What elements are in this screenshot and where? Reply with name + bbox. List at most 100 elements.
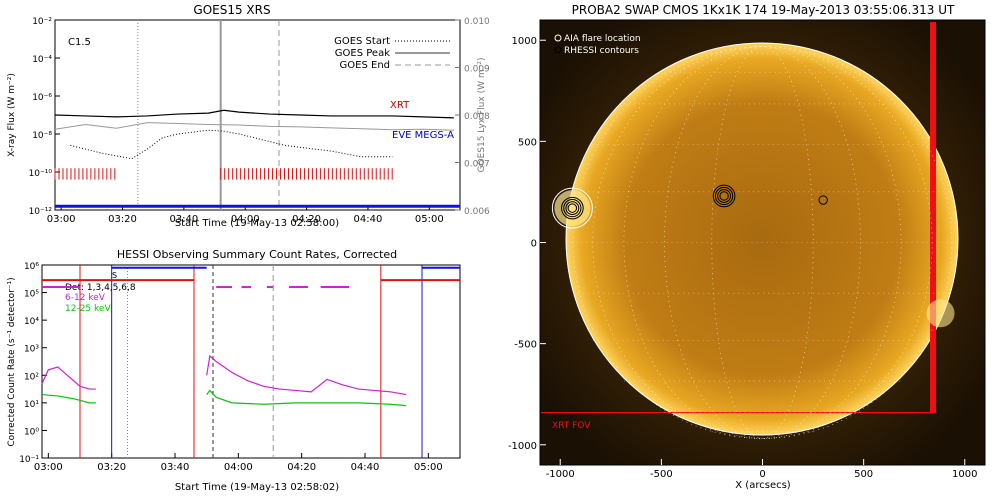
goes-xrs-panel: GOES15 XRS C1.5 GOES Start GOES Peak GOE… xyxy=(7,3,490,229)
goes-ylabel-right: GOES15 Lyx Flux (W m⁻²) xyxy=(477,58,487,173)
rhessi-contour xyxy=(561,196,584,220)
longitude-grid xyxy=(711,46,814,439)
hessi-legend-12-25: 12-25 keV xyxy=(65,304,111,314)
goes-ytick-right-label: 0.009 xyxy=(464,65,490,75)
hessi-ytick-label: 10⁰ xyxy=(24,427,39,437)
goes-plot-frame xyxy=(54,19,461,211)
legend-rhessi-marker xyxy=(554,46,562,54)
swap-xtick-label: 500 xyxy=(854,469,873,480)
goes-xtick-label: 03:00 xyxy=(47,214,76,225)
hessi-plot-frame xyxy=(41,264,461,459)
longitude-grid xyxy=(664,46,861,439)
hessi-series-line-6-12 xyxy=(41,366,96,390)
hessi-xtick-label: 04:40 xyxy=(351,462,380,473)
goes-ytick-right-label: 0.010 xyxy=(464,17,490,27)
swap-xtick-label: 1000 xyxy=(952,469,977,480)
rhessi-contour xyxy=(563,199,582,218)
goes-ylabel-left: X-ray Flux (W m⁻²) xyxy=(7,73,17,157)
goes-low-series-line xyxy=(70,129,393,160)
swap-xtick-label: -500 xyxy=(650,469,673,480)
bright-region xyxy=(554,190,591,227)
hessi-xtick-label: 04:00 xyxy=(224,462,253,473)
legend-rhessi: RHESSI contours xyxy=(564,46,639,56)
goes-xtick-label: 04:20 xyxy=(292,214,321,225)
legend-aia: AIA flare location xyxy=(564,34,641,44)
swap-ytick-label: -500 xyxy=(514,340,537,351)
xrt-fov-label: XRT FOV xyxy=(552,421,591,431)
legend-goes-peak: GOES Peak xyxy=(335,48,390,59)
longitude-grid xyxy=(572,46,953,439)
solar-limb xyxy=(565,42,959,436)
goes-ytick-left-label: 10⁻¹⁰ xyxy=(29,169,53,179)
hessi-xtick-label: 05:00 xyxy=(414,462,443,473)
flare-class-label: C1.5 xyxy=(68,37,91,48)
hessi-ytick-label: 10⁵ xyxy=(24,290,39,300)
rhessi-contour xyxy=(717,189,731,203)
hessi-ytick-label: 10³ xyxy=(24,345,39,355)
hessi-ytick-label: 10⁴ xyxy=(24,317,39,327)
rhessi-contour xyxy=(714,186,734,206)
swap-xtick-label: 0 xyxy=(759,469,765,480)
hessi-xtick-label: 03:40 xyxy=(161,462,190,473)
swap-xlabel: X (arcsecs) xyxy=(735,480,791,491)
goes-xtick-label: 05:00 xyxy=(415,214,444,225)
hessi-xtick-label: 03:00 xyxy=(34,462,63,473)
goes-xtick-label: 03:20 xyxy=(108,214,137,225)
bright-region xyxy=(926,299,955,328)
hessi-xtick-label: 03:20 xyxy=(97,462,126,473)
goes-title: GOES15 XRS xyxy=(193,3,270,17)
goes-xtick-label: 04:40 xyxy=(354,214,383,225)
legend-aia-marker xyxy=(554,34,562,42)
xrt-label: XRT xyxy=(390,100,410,111)
hessi-series-line-12-25 xyxy=(206,389,407,407)
hessi-xtick-label: 04:20 xyxy=(287,462,316,473)
xrt-fov-edge xyxy=(930,22,936,413)
aia-flare-location xyxy=(551,187,593,229)
hessi-ylabel: Corrected Count Rate (s⁻¹ detector⁻¹) xyxy=(7,277,17,446)
solar-disk xyxy=(566,43,958,435)
hessi-legend-6-12: 6-12 keV xyxy=(65,293,106,303)
hessi-series-line-6-12 xyxy=(206,354,407,396)
goes-ytick-left-label: 10⁻⁴ xyxy=(32,55,52,65)
xrt-series-line xyxy=(54,109,454,119)
legend-goes-end: GOES End xyxy=(340,60,390,71)
swap-ytick-label: 0 xyxy=(531,239,537,250)
goes-legend: GOES Start GOES Peak GOES End xyxy=(334,36,450,71)
longitude-grid xyxy=(592,46,933,439)
goes-xtick-label: 04:00 xyxy=(231,214,260,225)
hessi-ytick-label: 10⁻¹ xyxy=(19,455,39,465)
hessi-ytick-label: 10¹ xyxy=(24,400,39,410)
rhessi-contour xyxy=(712,184,736,208)
goes-ytick-right-label: 0.006 xyxy=(464,207,490,217)
rhessi-contour xyxy=(818,195,828,205)
swap-image-panel: PROBA2 SWAP CMOS 1Kx1K 174 19-May-2013 0… xyxy=(508,3,986,491)
eve-megs-label: EVE MEGS-A xyxy=(392,130,454,141)
hessi-legend-det: Det: 1,3,4,5,6,8 xyxy=(65,283,136,293)
goes-ytick-left-label: 10⁻⁸ xyxy=(32,131,52,141)
swap-xtick-label: -1000 xyxy=(546,469,575,480)
rhessi-contour xyxy=(719,191,729,201)
goes-ytick-right-label: 0.008 xyxy=(464,112,490,122)
rhessi-contour xyxy=(567,203,578,213)
xrt-fov-bottom xyxy=(541,412,934,414)
hessi-ytick-label: 10⁶ xyxy=(24,262,39,272)
goes-xlabel: Start Time (19-May-13 02:58:00) xyxy=(175,218,339,229)
legend-goes-start: GOES Start xyxy=(334,36,390,47)
swap-ytick-label: 500 xyxy=(518,137,537,148)
eve-series-line xyxy=(54,122,454,131)
swap-ytick-label: -1000 xyxy=(508,441,537,452)
rhessi-contour xyxy=(565,201,580,216)
goes-xtick-label: 03:40 xyxy=(169,214,198,225)
swap-title: PROBA2 SWAP CMOS 1Kx1K 174 19-May-2013 0… xyxy=(572,3,955,17)
hessi-panel: HESSI Observing Summary Count Rates, Cor… xyxy=(7,248,461,493)
saa-label: S xyxy=(112,271,117,280)
hessi-xlabel: Start Time (19-May-13 02:58:02) xyxy=(175,482,339,493)
hessi-title: HESSI Observing Summary Count Rates, Cor… xyxy=(117,248,397,261)
swap-ytick-label: 1000 xyxy=(512,36,537,47)
goes-ytick-left-label: 10⁻² xyxy=(32,17,52,27)
goes-ytick-right-label: 0.007 xyxy=(464,160,490,170)
hessi-ytick-label: 10² xyxy=(24,372,39,382)
goes-ytick-left-label: 10⁻¹² xyxy=(29,207,53,217)
hessi-series-line-12-25 xyxy=(41,393,96,404)
